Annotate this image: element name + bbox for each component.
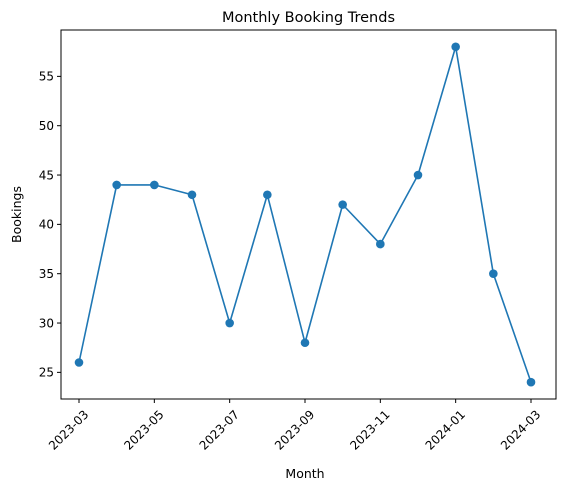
data-point bbox=[526, 377, 536, 387]
data-point bbox=[187, 190, 197, 200]
bookings-series bbox=[74, 42, 536, 387]
x-tick-label: 2023-05 bbox=[121, 407, 166, 452]
data-point bbox=[451, 42, 460, 52]
y-tick-label: 30 bbox=[39, 316, 54, 330]
y-tick-label: 40 bbox=[39, 218, 54, 232]
data-point bbox=[263, 190, 272, 200]
data-point bbox=[150, 180, 159, 190]
data-point bbox=[376, 239, 385, 249]
y-tick-label: 25 bbox=[39, 366, 54, 380]
x-axis: 2023-03 2023-05 2023-07 2023-09 2023-11 2024-… bbox=[46, 399, 543, 453]
x-tick-label: 2023-07 bbox=[197, 407, 242, 452]
data-point bbox=[74, 358, 84, 367]
y-tick-label: 35 bbox=[39, 267, 54, 281]
data-point bbox=[413, 170, 423, 180]
x-axis-label: Month bbox=[285, 466, 324, 481]
y-axis: 25 30 35 40 45 50 55 bbox=[39, 70, 61, 380]
y-tick-label: 45 bbox=[39, 168, 54, 182]
y-axis-label: Bookings bbox=[9, 186, 24, 243]
plot-area bbox=[60, 29, 557, 400]
x-tick-label: 2024-03 bbox=[498, 407, 543, 452]
x-tick-label: 2023-11 bbox=[347, 407, 392, 452]
data-point bbox=[489, 269, 498, 278]
data-point bbox=[225, 318, 234, 328]
x-tick-label: 2023-03 bbox=[46, 407, 91, 452]
y-tick-label: 50 bbox=[39, 119, 54, 133]
chart-title: Monthly Booking Trends bbox=[222, 10, 395, 26]
data-point bbox=[338, 200, 347, 209]
x-tick-label: 2023-09 bbox=[272, 407, 317, 452]
data-point bbox=[300, 338, 310, 348]
x-tick-label: 2024-01 bbox=[423, 407, 468, 452]
data-point bbox=[112, 180, 121, 190]
y-tick-label: 55 bbox=[39, 70, 54, 84]
